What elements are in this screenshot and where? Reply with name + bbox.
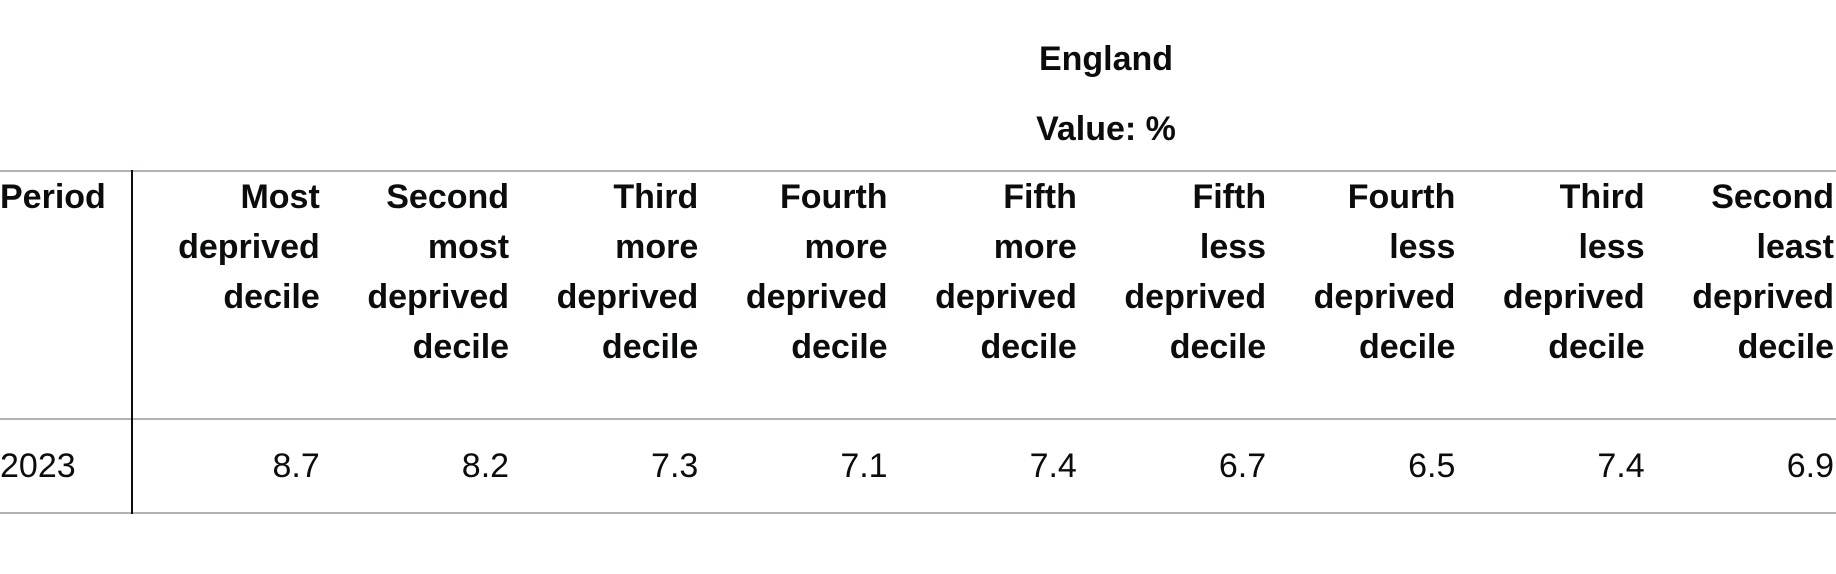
column-header-period: Period	[0, 171, 133, 419]
column-header-third-less-deprived: Third less deprived decile	[1502, 178, 1645, 366]
table-header: Period Most deprived decile Second most depr…	[0, 171, 1836, 419]
value-cell-second-most-deprived: 8.2	[461, 447, 510, 485]
table-caption: England Value: %	[1036, 24, 1176, 164]
value-cell-third-more-deprived: 7.3	[651, 447, 699, 485]
column-header-fifth-less-deprived: Fifth less deprived decile	[1124, 178, 1267, 366]
value-cell-most-deprived: 8.7	[272, 447, 320, 485]
area-title: England	[1038, 40, 1174, 78]
row-period-cell: 2023	[0, 419, 133, 513]
header-row: Period Most deprived decile Second most depr…	[0, 171, 1836, 419]
value-cell-second-least-deprived: 6.9	[1786, 447, 1834, 485]
table-row: 2023 8.7 8.2 7.3 7.1 7.4 6.7 6.5 7.4 6.9	[0, 419, 1836, 513]
column-header-fourth-more-deprived: Fourth more deprived decile	[745, 178, 888, 366]
value-cell-fourth-less-deprived: 6.5	[1408, 447, 1456, 485]
table-body: 2023 8.7 8.2 7.3 7.1 7.4 6.7 6.5 7.4 6.9	[0, 419, 1836, 513]
column-header-most-deprived: Most deprived decile	[178, 178, 320, 316]
column-header-third-more-deprived: Third more deprived decile	[556, 178, 699, 366]
column-header-second-least-deprived: Second least deprived decile	[1692, 178, 1834, 366]
period-header-label: Period	[0, 178, 106, 216]
value-cell-fifth-less-deprived: 6.7	[1218, 447, 1267, 485]
column-header-fourth-less-deprived: Fourth less deprived decile	[1313, 178, 1456, 366]
value-cell-fifth-more-deprived: 7.4	[1029, 447, 1077, 485]
data-table: Period Most deprived decile Second most depr…	[0, 170, 1836, 514]
value-unit-label: Value: %	[1036, 110, 1176, 148]
value-cell-fourth-more-deprived: 7.1	[840, 447, 888, 485]
column-header-second-most-deprived: Second most deprived decile	[367, 178, 510, 366]
column-header-fifth-more-deprived: Fifth more deprived decile	[935, 178, 1077, 366]
value-cell-third-less-deprived: 7.4	[1597, 447, 1645, 485]
